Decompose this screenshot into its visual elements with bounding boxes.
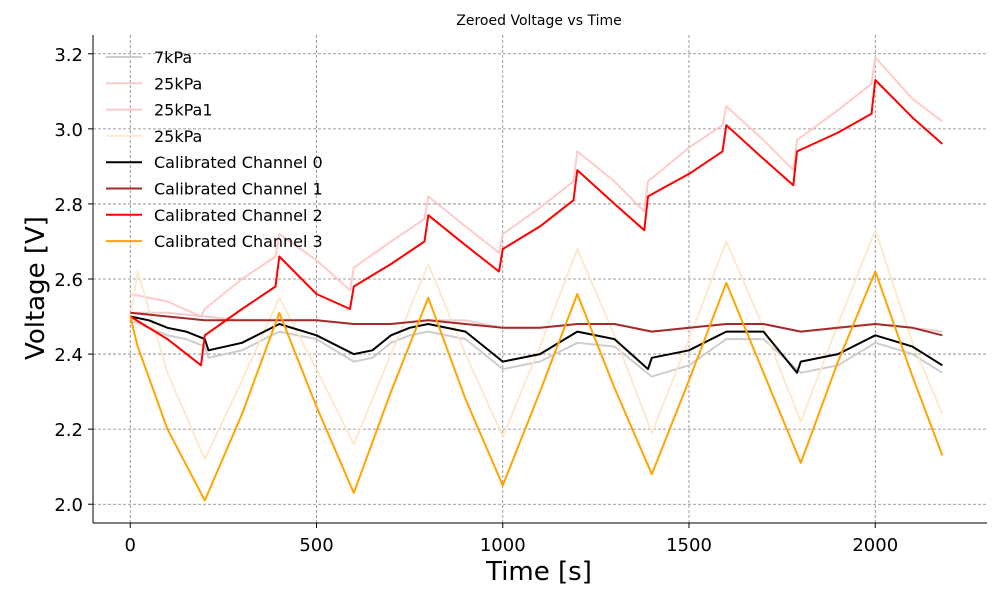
legend-label-2: 25kPa1 [154,101,213,120]
series-line-3 [129,229,944,461]
x-tick-label: 0 [125,535,136,556]
series-line-2 [130,56,943,318]
x-ticks: 0 500 1000 1500 2000 [125,523,898,556]
chart-title: Zeroed Voltage vs Time [456,13,621,29]
y-tick-label: 2.4 [54,345,83,366]
x-axis-title: Time [s] [485,557,592,587]
x-tick-label: 1000 [480,535,526,556]
y-axis-title: Voltage [V] [21,216,51,360]
legend: 7kPa 25kPa 25kPa1 25kPa Calibrated Channel 0… [106,48,323,251]
legend-label-5: Calibrated Channel 1 [154,180,323,199]
y-tick-label: 2.6 [54,270,83,291]
y-tick-label: 2.0 [54,495,83,516]
y-tick-label: 3.2 [54,45,83,66]
series-line-7 [129,270,944,502]
legend-label-7: Calibrated Channel 3 [154,232,323,251]
legend-label-4: Calibrated Channel 0 [154,153,323,172]
legend-label-3: 25kPa [154,127,202,146]
legend-label-6: Calibrated Channel 2 [154,206,323,225]
series-layer [129,56,944,502]
x-tick-label: 500 [299,535,333,556]
legend-label-1: 25kPa [154,74,202,93]
y-ticks: 2.0 2.2 2.4 2.6 2.8 3.0 3.2 [54,45,93,516]
y-tick-label: 2.2 [54,420,83,441]
y-tick-label: 3.0 [54,120,83,141]
series-line-5 [130,311,943,337]
legend-label-0: 7kPa [154,48,192,67]
series-line-4 [130,315,943,374]
series-line-6 [129,79,943,367]
y-tick-label: 2.8 [54,195,83,216]
x-tick-label: 1500 [666,535,712,556]
x-tick-label: 2000 [852,535,898,556]
